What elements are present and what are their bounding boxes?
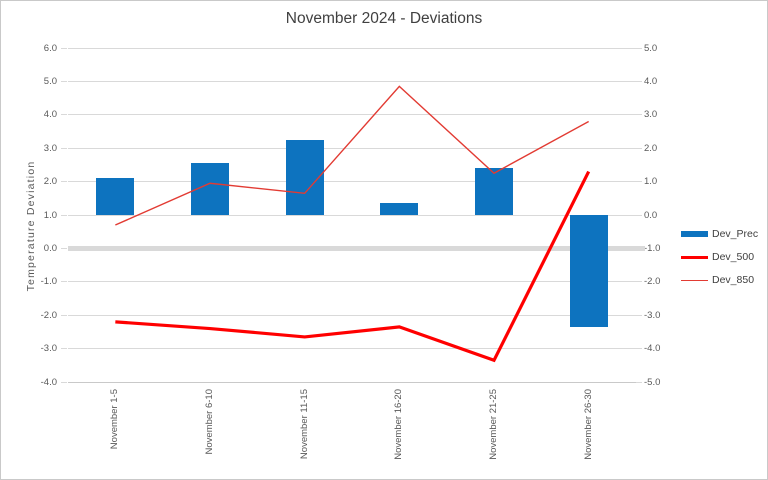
right-axis-tick <box>636 281 642 283</box>
left-axis-tick-label: -2.0 <box>40 309 57 321</box>
left-axis-tick <box>61 80 67 82</box>
right-axis-tick <box>636 114 642 116</box>
left-axis-tick-label: 2.0 <box>43 176 57 188</box>
left-axis-tick <box>61 214 67 216</box>
left-axis-tick <box>61 47 67 49</box>
right-axis-tick-label: 3.0 <box>644 109 658 121</box>
bar-dev_prec <box>285 139 324 215</box>
right-axis-tick <box>636 348 642 350</box>
gridline <box>68 314 636 316</box>
legend-label-dev_850: Dev_850 <box>712 274 755 286</box>
left-axis-tick-label: -4.0 <box>40 376 57 388</box>
chart-title: November 2024 - Deviations <box>285 10 483 27</box>
line-dev_850 <box>115 85 590 226</box>
right-axis-tick <box>636 381 642 383</box>
right-axis-tick-label: -5.0 <box>644 376 661 388</box>
left-axis-tick <box>61 247 67 249</box>
right-axis-tick-label: 4.0 <box>644 75 658 87</box>
left-axis-tick <box>61 314 67 316</box>
gridline <box>68 381 636 383</box>
right-axis-tick <box>636 181 642 183</box>
left-axis-tick-label: -3.0 <box>40 343 57 355</box>
left-axis-tick <box>61 181 67 183</box>
gridline <box>68 214 636 216</box>
right-axis-tick-label: 2.0 <box>644 142 658 154</box>
left-axis-tick <box>61 281 67 283</box>
left-axis-tick-label: 1.0 <box>43 209 57 221</box>
left-axis-tick-label: -1.0 <box>40 276 57 288</box>
left-axis-tick <box>61 147 67 149</box>
legend-item-dev_500: Dev_500 <box>681 251 766 263</box>
left-axis-tick <box>61 381 67 383</box>
gridline <box>68 80 636 82</box>
right-axis-tick-label: -2.0 <box>644 276 661 288</box>
right-axis-tick-label: -4.0 <box>644 343 661 355</box>
gridline <box>68 114 636 116</box>
left-axis-tick-label: 4.0 <box>43 109 57 121</box>
left-axis-tick-label: 5.0 <box>43 75 57 87</box>
right-axis-tick-label: -3.0 <box>644 309 661 321</box>
legend-label-dev_prec: Dev_Prec <box>712 228 759 240</box>
bar-dev_prec <box>569 215 608 327</box>
left-axis-tick-label: 3.0 <box>43 142 57 154</box>
gridline <box>68 281 636 283</box>
gridline <box>68 348 636 350</box>
gridline <box>68 147 636 149</box>
gridline <box>68 181 636 183</box>
right-axis-tick <box>636 214 642 216</box>
bar-dev_prec <box>380 203 419 215</box>
right-axis-tick-label: 1.0 <box>644 176 658 188</box>
right-axis-tick-label: -1.0 <box>644 242 661 254</box>
legend-swatch-dev_500 <box>681 255 708 259</box>
legend-item-dev_850: Dev_850 <box>681 274 766 286</box>
gridline <box>68 47 636 49</box>
legend-item-dev_prec: Dev_Prec <box>681 228 766 240</box>
right-axis-tick <box>636 147 642 149</box>
zero-baseline <box>68 245 645 251</box>
right-axis-tick-label: 0.0 <box>644 209 658 221</box>
left-axis-tick <box>61 114 67 116</box>
bar-dev_prec <box>475 168 513 215</box>
legend-swatch-dev_850 <box>681 279 708 281</box>
right-axis-tick <box>636 47 642 49</box>
left-axis-tick-label: 6.0 <box>43 42 57 54</box>
line-dev_500 <box>115 170 591 363</box>
right-axis-tick-label: 5.0 <box>644 42 658 54</box>
right-axis-tick <box>636 314 642 316</box>
left-axis-tick-label: 0.0 <box>43 242 57 254</box>
left-axis-tick <box>61 348 67 350</box>
legend-swatch-dev_prec <box>681 231 708 237</box>
legend-label-dev_500: Dev_500 <box>712 251 755 263</box>
bar-dev_prec <box>96 178 135 215</box>
right-axis-tick <box>636 80 642 82</box>
